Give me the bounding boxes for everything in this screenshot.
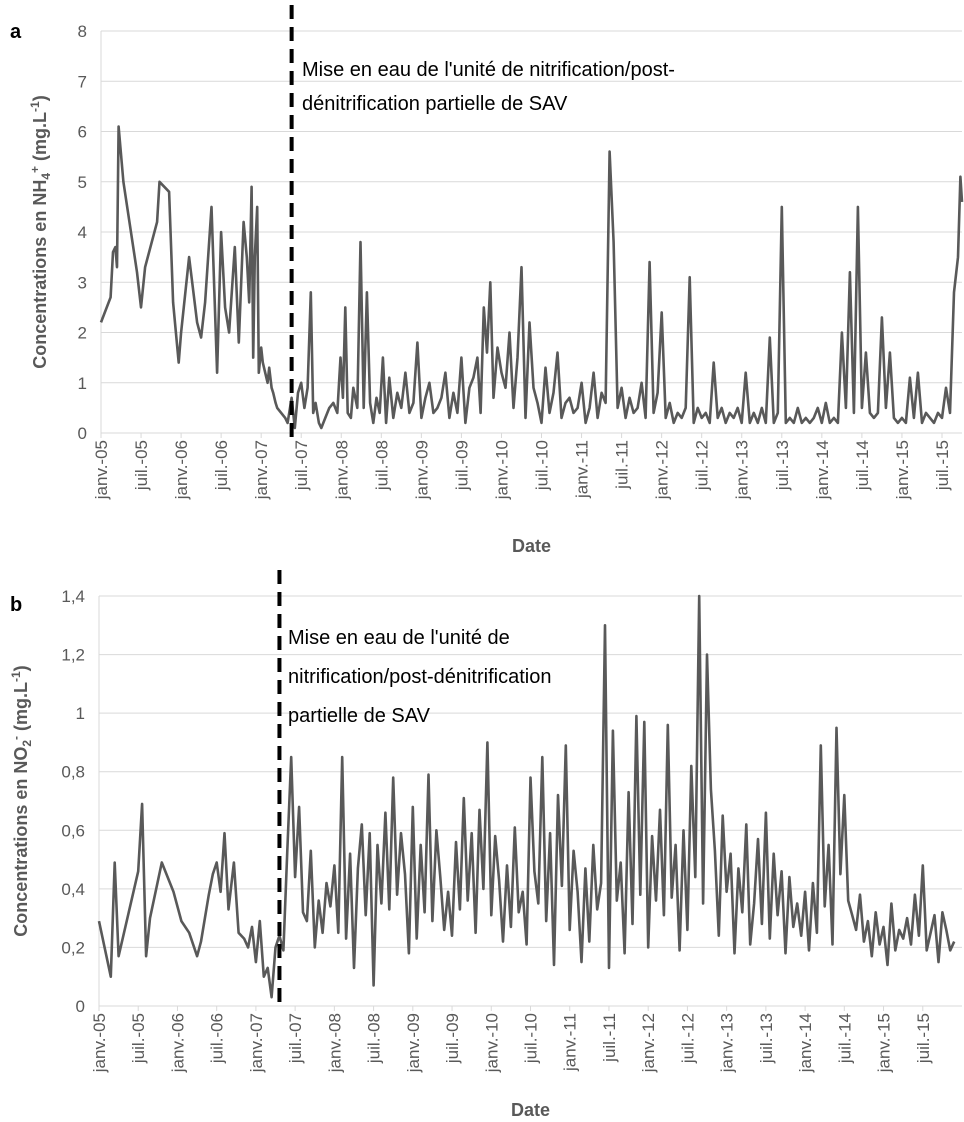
annotation-text: dénitrification partielle de SAV xyxy=(302,93,568,115)
y-tick-label: 1 xyxy=(76,704,85,723)
x-axis-title: Date xyxy=(512,536,551,556)
x-tick-label: juil.-09 xyxy=(443,1013,462,1064)
x-tick-label: juil.-13 xyxy=(757,1013,776,1064)
y-tick-label: 0,2 xyxy=(61,938,85,957)
x-tick-label: janv.-07 xyxy=(247,1013,266,1073)
y-axis-title-part: 2 xyxy=(20,740,34,747)
y-axis-title-part: -1 xyxy=(9,671,23,682)
series-line xyxy=(99,125,964,430)
y-tick-label: 7 xyxy=(78,72,87,91)
y-axis-title-part: ) xyxy=(30,95,50,101)
x-tick-label: janv.-12 xyxy=(639,1013,658,1073)
x-tick-label: janv.-09 xyxy=(404,1013,423,1073)
x-tick-label: juil.-10 xyxy=(522,1013,541,1064)
panel-label: a xyxy=(10,21,22,43)
x-tick-label: juil.-12 xyxy=(693,440,712,491)
x-tick-label: juil.-06 xyxy=(212,440,231,491)
y-tick-label: 0 xyxy=(76,997,85,1016)
x-tick-label: janv.-08 xyxy=(325,1013,344,1073)
y-tick-label: 1 xyxy=(78,374,87,393)
y-tick-label: 3 xyxy=(78,273,87,292)
x-tick-label: janv.-12 xyxy=(653,440,672,500)
panel-a-nh4-chart: a 0 1 2 3 4 5 6 7 8 janv.-05 juil.-05 janv.-06 juil.-… xyxy=(10,5,964,556)
x-tick-label: juil.-06 xyxy=(208,1013,227,1064)
x-tick-label: juil.-11 xyxy=(600,1013,619,1063)
y-tick-label: 1,2 xyxy=(61,646,85,665)
annotation-text: Mise en eau de l'unité de xyxy=(288,627,510,649)
x-tick-label: janv.-14 xyxy=(796,1013,815,1073)
x-tick-label: janv.-06 xyxy=(168,1013,187,1073)
y-tick-label: 0,8 xyxy=(61,763,85,782)
panel-label: b xyxy=(10,594,22,616)
y-tick-label: 6 xyxy=(78,123,87,142)
x-tick-label: janv.-15 xyxy=(893,440,912,500)
x-tick-label: janv.-13 xyxy=(718,1013,737,1073)
x-tick-label: juil.-14 xyxy=(835,1013,854,1064)
x-tick-label: janv.-10 xyxy=(492,440,511,500)
x-tick-label: juil.-05 xyxy=(132,440,151,491)
y-tick-label: 1,4 xyxy=(61,587,85,606)
y-axis-title-part: ) xyxy=(11,665,31,671)
panel-b-no2-chart: b 0 0,2 0,4 0,6 0,8 1 1,2 1,4 janv.-05 juil.-05 jan… xyxy=(9,570,962,1120)
y-tick-label: 0,4 xyxy=(61,880,85,899)
y-tick-label: 8 xyxy=(78,22,87,41)
y-axis-title-part: + xyxy=(28,166,42,173)
x-tick-label: janv.-07 xyxy=(252,440,271,500)
y-tick-label: 0,6 xyxy=(61,821,85,840)
y-axis-title: Concentrations en NH4+ (mg.L-1) xyxy=(28,95,53,368)
series-line xyxy=(97,594,956,999)
x-tick-label: janv.-13 xyxy=(733,440,752,500)
x-tick-label: janv.-11 xyxy=(561,1013,580,1072)
x-tick-label: juil.-07 xyxy=(292,440,311,491)
x-tick-label: janv.-09 xyxy=(412,440,431,500)
x-tick-label: juil.-12 xyxy=(678,1013,697,1064)
y-axis-title-part: 4 xyxy=(39,173,53,180)
x-tick-label: janv.-08 xyxy=(332,440,351,500)
x-tick-label: juil.-07 xyxy=(286,1013,305,1064)
x-axis-title: Date xyxy=(511,1100,550,1120)
x-tick-label: juil.-15 xyxy=(914,1013,933,1064)
y-tick-label: 4 xyxy=(78,223,87,242)
y-axis-title-part: (mg.L xyxy=(11,682,31,736)
x-tick-label: juil.-09 xyxy=(452,440,471,491)
x-tick-label: juil.-11 xyxy=(613,440,632,490)
y-axis-title-part: Concentrations en NO xyxy=(11,747,31,937)
annotation-text: Mise en eau de l'unité de nitrification/… xyxy=(302,59,675,81)
y-tick-label: 0 xyxy=(78,424,87,443)
y-axis-title: Concentrations en NO2- (mg.L-1) xyxy=(9,665,34,936)
x-tick-label: janv.-14 xyxy=(813,440,832,500)
x-tick-label: juil.-05 xyxy=(129,1013,148,1064)
annotation-text: nitrification/post-dénitrification xyxy=(288,666,551,688)
y-tick-label: 5 xyxy=(78,173,87,192)
x-tick-label: janv.-11 xyxy=(573,440,592,499)
x-tick-label: juil.-13 xyxy=(773,440,792,491)
x-tick-label: juil.-15 xyxy=(933,440,952,491)
x-tick-label: janv.-05 xyxy=(90,1013,109,1073)
x-tick-label: juil.-08 xyxy=(365,1013,384,1064)
x-tick-label: janv.-06 xyxy=(172,440,191,500)
y-axis-title-part: (mg.L xyxy=(30,112,50,166)
x-tick-label: juil.-08 xyxy=(372,440,391,491)
x-tick-label: juil.-14 xyxy=(853,440,872,491)
y-axis-title-part: Concentrations en NH xyxy=(30,180,50,369)
x-tick-label: janv.-05 xyxy=(92,440,111,500)
x-tick-label: janv.-15 xyxy=(875,1013,894,1073)
annotation-text: partielle de SAV xyxy=(288,705,431,727)
y-axis-title-part: - xyxy=(9,736,23,740)
y-tick-label: 2 xyxy=(78,324,87,343)
x-tick-label: juil.-10 xyxy=(533,440,552,491)
y-axis-title-part: -1 xyxy=(28,101,42,112)
x-tick-label: janv.-10 xyxy=(482,1013,501,1073)
